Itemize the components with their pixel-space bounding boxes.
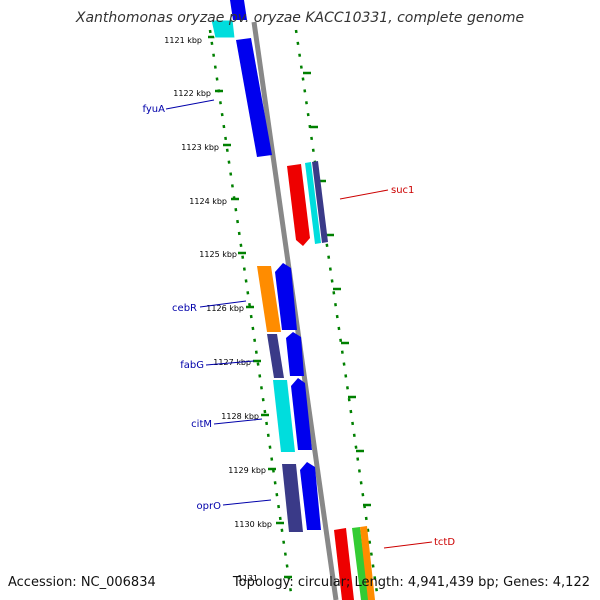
gene-suc1 (287, 164, 310, 246)
ticks (208, 35, 371, 579)
tick-label: 1131 (238, 574, 258, 583)
gene-navy-right (312, 161, 328, 243)
gene-features (210, 0, 375, 600)
map-title: Xanthomonas oryzae pv. oryzae KACC10331,… (75, 10, 525, 26)
gene-fabG (267, 334, 284, 378)
gene-blue-top (230, 0, 247, 20)
gene-blue-arrow-4 (300, 462, 321, 530)
gene-label-fabG: fabG (180, 360, 204, 371)
gene-cyan-top (210, 19, 236, 39)
tick-label: 1126 kbp (206, 304, 244, 313)
tick-label: 1124 kbp (189, 197, 227, 206)
tick-label: 1128 kbp (221, 412, 259, 421)
gene-label-oprO: oprO (197, 501, 222, 512)
gene-label-suc1: suc1 (391, 185, 414, 196)
gene-fyuA (236, 38, 272, 157)
tick-label: 1125 kbp (199, 250, 237, 259)
gene-label-tctD: tctD (434, 537, 455, 548)
gene-label-cebR: cebR (172, 303, 197, 314)
gene-label-fyuA: fyuA (143, 104, 166, 115)
gene-blue-arrow-2 (286, 332, 304, 376)
gene-citM (273, 380, 295, 452)
gene-tctD-red (334, 528, 354, 600)
tick-label: 1129 kbp (228, 466, 266, 475)
gene-cyan-right (305, 162, 321, 244)
label-leaders (165, 99, 433, 549)
gene-tctD-green (352, 527, 369, 600)
gene-blue-arrow-3 (291, 378, 312, 450)
tick-label: 1130 kbp (234, 520, 272, 529)
tick-label: 1121 kbp (164, 36, 202, 45)
accession-text: Accession: NC_006834 (8, 575, 156, 590)
tick-label: 1123 kbp (181, 143, 219, 152)
tick-label: 1122 kbp (173, 89, 211, 98)
gene-oprO (282, 464, 303, 532)
gene-label-citM: citM (191, 419, 212, 430)
gene-blue-arrow-1 (275, 263, 297, 330)
gene-cebR (257, 266, 281, 332)
gene-tctD-orange (360, 526, 375, 600)
summary-text: Topology: circular; Length: 4,941,439 bp… (232, 575, 590, 590)
